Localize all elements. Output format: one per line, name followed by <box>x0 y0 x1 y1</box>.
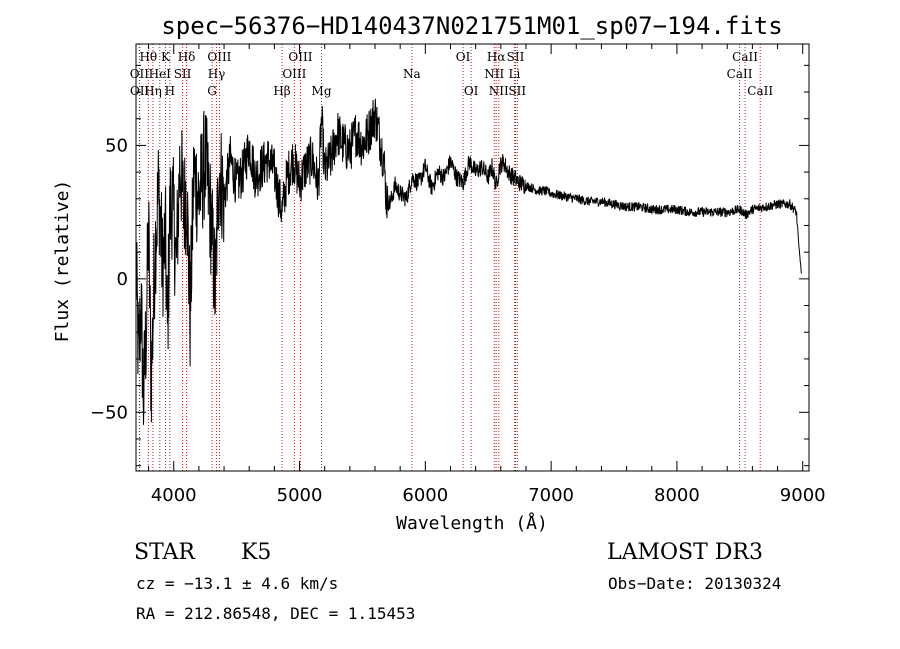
spectral-line-label: CaII <box>747 84 773 98</box>
spectral-line-label: Hγ <box>208 67 226 81</box>
spectral-line-label: Hθ <box>139 50 157 64</box>
spectral-line-label: Hα <box>487 50 506 64</box>
x-tick-label: 8000 <box>654 485 700 506</box>
spectral-line-label: OIII <box>207 50 231 64</box>
spectral-line-label: Hβ <box>273 84 290 98</box>
spectral-line-label: Hη <box>144 84 162 98</box>
coordinates-text: RA = 212.86548, DEC = 1.15453 <box>136 604 416 623</box>
spectral-line-label: K <box>161 50 171 64</box>
y-axis-ticks: −50 0 50 <box>90 64 809 467</box>
x-tick-label: 4000 <box>151 485 197 506</box>
spectral-line-label: NII <box>484 67 504 81</box>
x-axis-label: Wavelength (Å) <box>396 512 548 534</box>
spectral-line-label: SII <box>174 67 192 81</box>
x-tick-label: 5000 <box>277 485 323 506</box>
y-axis-label: Flux (relative) <box>52 180 73 343</box>
x-tick-label: 7000 <box>528 485 574 506</box>
spectral-line-label: SII <box>508 84 526 98</box>
x-axis-ticks: 4000 5000 6000 7000 8000 9000 <box>148 44 826 506</box>
spectral-line-label: G <box>207 84 217 98</box>
spectral-line-label: OI <box>456 50 471 64</box>
survey-label: LAMOST DR3 <box>607 540 763 565</box>
spectral-line-label: Mg <box>312 84 332 98</box>
spectral-line-label: Na <box>403 67 421 81</box>
redshift-text: cz = −13.1 ± 4.6 km/s <box>136 574 339 593</box>
object-class-label: STAR <box>134 540 195 565</box>
spectral-line-label: HeI <box>149 67 172 81</box>
object-subclass-label: K5 <box>241 540 272 565</box>
spectral-line-label: H <box>165 84 175 98</box>
spectral-line-label: OI <box>464 84 479 98</box>
spectral-line-label: CaII <box>727 67 753 81</box>
spectral-line-label: OIII <box>288 50 312 64</box>
chart-title: spec−56376−HD140437N021751M01_sp07−194.f… <box>161 12 782 40</box>
spectral-line-label: OII <box>130 84 150 98</box>
spectral-line-label: Hδ <box>178 50 196 64</box>
spectral-line-labels: Hθ OII OII K Hη HeI H Hδ SII OIII Hγ G OIII OIII Hβ Mg N… <box>130 50 774 98</box>
spectral-line-label: SII <box>507 50 525 64</box>
x-tick-label: 6000 <box>402 485 448 506</box>
spectral-line-label: CaII <box>732 50 758 64</box>
spectral-line-label: OII <box>130 67 150 81</box>
spectral-line-label: NII <box>489 84 509 98</box>
plot-frame <box>135 43 810 472</box>
x-tick-label: 9000 <box>780 485 826 506</box>
spectral-line-markers <box>138 44 761 471</box>
obs-date-text: Obs−Date: 20130324 <box>608 574 782 593</box>
flux-series-line <box>135 98 802 425</box>
y-tick-label: 0 <box>117 269 128 290</box>
spectral-line-label: OIII <box>282 67 306 81</box>
spectral-line-label: Li <box>508 67 520 81</box>
y-tick-label: 50 <box>105 135 128 156</box>
y-tick-label: −50 <box>90 402 128 423</box>
